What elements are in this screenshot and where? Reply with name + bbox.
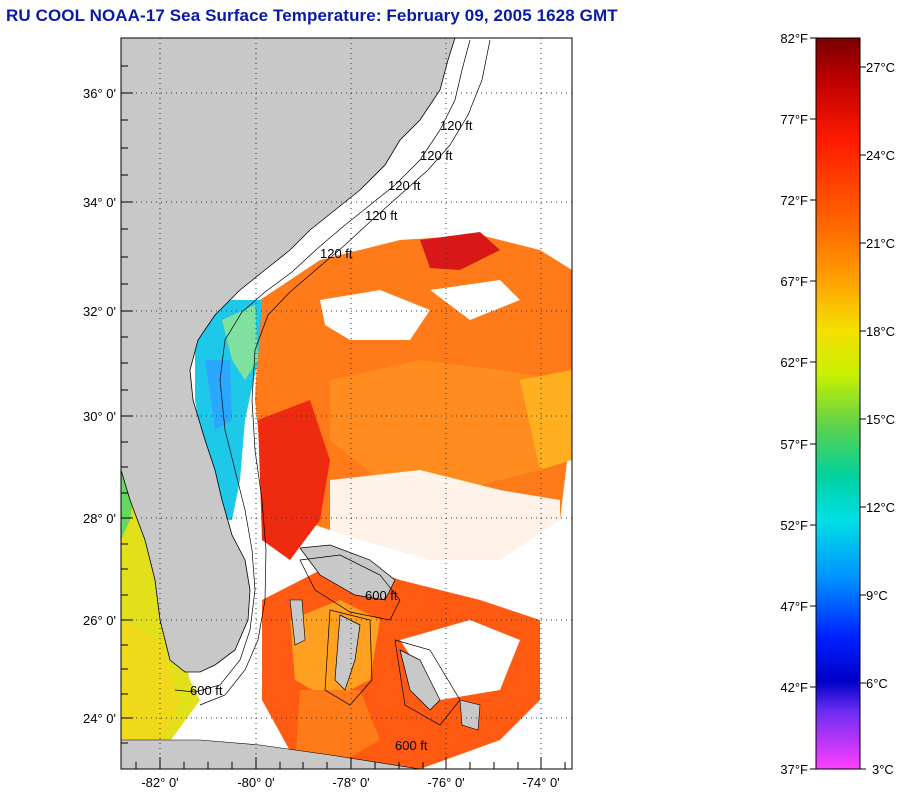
lat-label: 36° 0' [83,86,116,101]
fahrenheit-label: 77°F [780,112,808,127]
fahrenheit-label: 62°F [780,355,808,370]
celsius-label: 12°C [866,500,895,515]
contour-label: 120 ft [320,246,353,261]
celsius-label: 24°C [866,148,895,163]
contour-label: 120 ft [440,118,473,133]
fahrenheit-label: 57°F [780,437,808,452]
fahrenheit-label: 67°F [780,274,808,289]
contour-label: 120 ft [420,148,453,163]
colorbar-fahrenheit-labels: 82°F 77°F 72°F 67°F 62°F 57°F 52°F 47°F … [780,31,808,777]
page-title: RU COOL NOAA-17 Sea Surface Temperature:… [6,6,618,25]
longitude-labels: -82° 0' -80° 0' -78° 0' -76° 0' -74° 0' [141,775,559,790]
latitude-labels: 36° 0' 34° 0' 32° 0' 30° 0' 28° 0' 26° 0… [83,86,116,726]
lat-label: 24° 0' [83,711,116,726]
lat-label: 26° 0' [83,613,116,628]
colorbar [815,37,861,770]
fahrenheit-label: 72°F [780,193,808,208]
lon-label: -76° 0' [427,775,464,790]
celsius-label: 9°C [866,588,888,603]
celsius-label: 27°C [866,60,895,75]
contour-label-group: 120 ft 120 ft 120 ft 120 ft 120 ft 600 f… [190,118,473,753]
fahrenheit-label: 82°F [780,31,808,46]
map-frame [120,37,573,770]
contour-label: 600 ft [365,588,398,603]
celsius-label: 21°C [866,236,895,251]
lon-label: -80° 0' [237,775,274,790]
fahrenheit-label: 47°F [780,599,808,614]
celsius-label: 18°C [866,324,895,339]
celsius-label: 3°C [872,762,894,777]
lon-label: -74° 0' [522,775,559,790]
contour-label: 600 ft [190,683,223,698]
bathymetry-contours [174,39,491,726]
contour-label: 120 ft [388,178,421,193]
fahrenheit-label: 42°F [780,680,808,695]
lat-label: 32° 0' [83,304,116,319]
colorbar-celsius-labels: 27°C 24°C 21°C 18°C 15°C 12°C 9°C 6°C 3°… [866,60,895,777]
map-area: 120 ft 120 ft 120 ft 120 ft 120 ft 600 f… [121,38,572,769]
graticule [121,38,572,769]
lat-label: 28° 0' [83,511,116,526]
fahrenheit-label: 37°F [780,762,808,777]
left-ticks [121,65,133,744]
contour-label: 120 ft [365,208,398,223]
celsius-label: 15°C [866,412,895,427]
celsius-label: 6°C [866,676,888,691]
fahrenheit-label: 52°F [780,518,808,533]
colorbar-ticks [810,37,866,770]
lon-label: -82° 0' [141,775,178,790]
land-layer [121,38,481,769]
lat-label: 30° 0' [83,409,116,424]
lon-label: -78° 0' [332,775,369,790]
contour-label: 600 ft [395,738,428,753]
lat-label: 34° 0' [83,195,116,210]
bottom-ticks [135,757,566,769]
